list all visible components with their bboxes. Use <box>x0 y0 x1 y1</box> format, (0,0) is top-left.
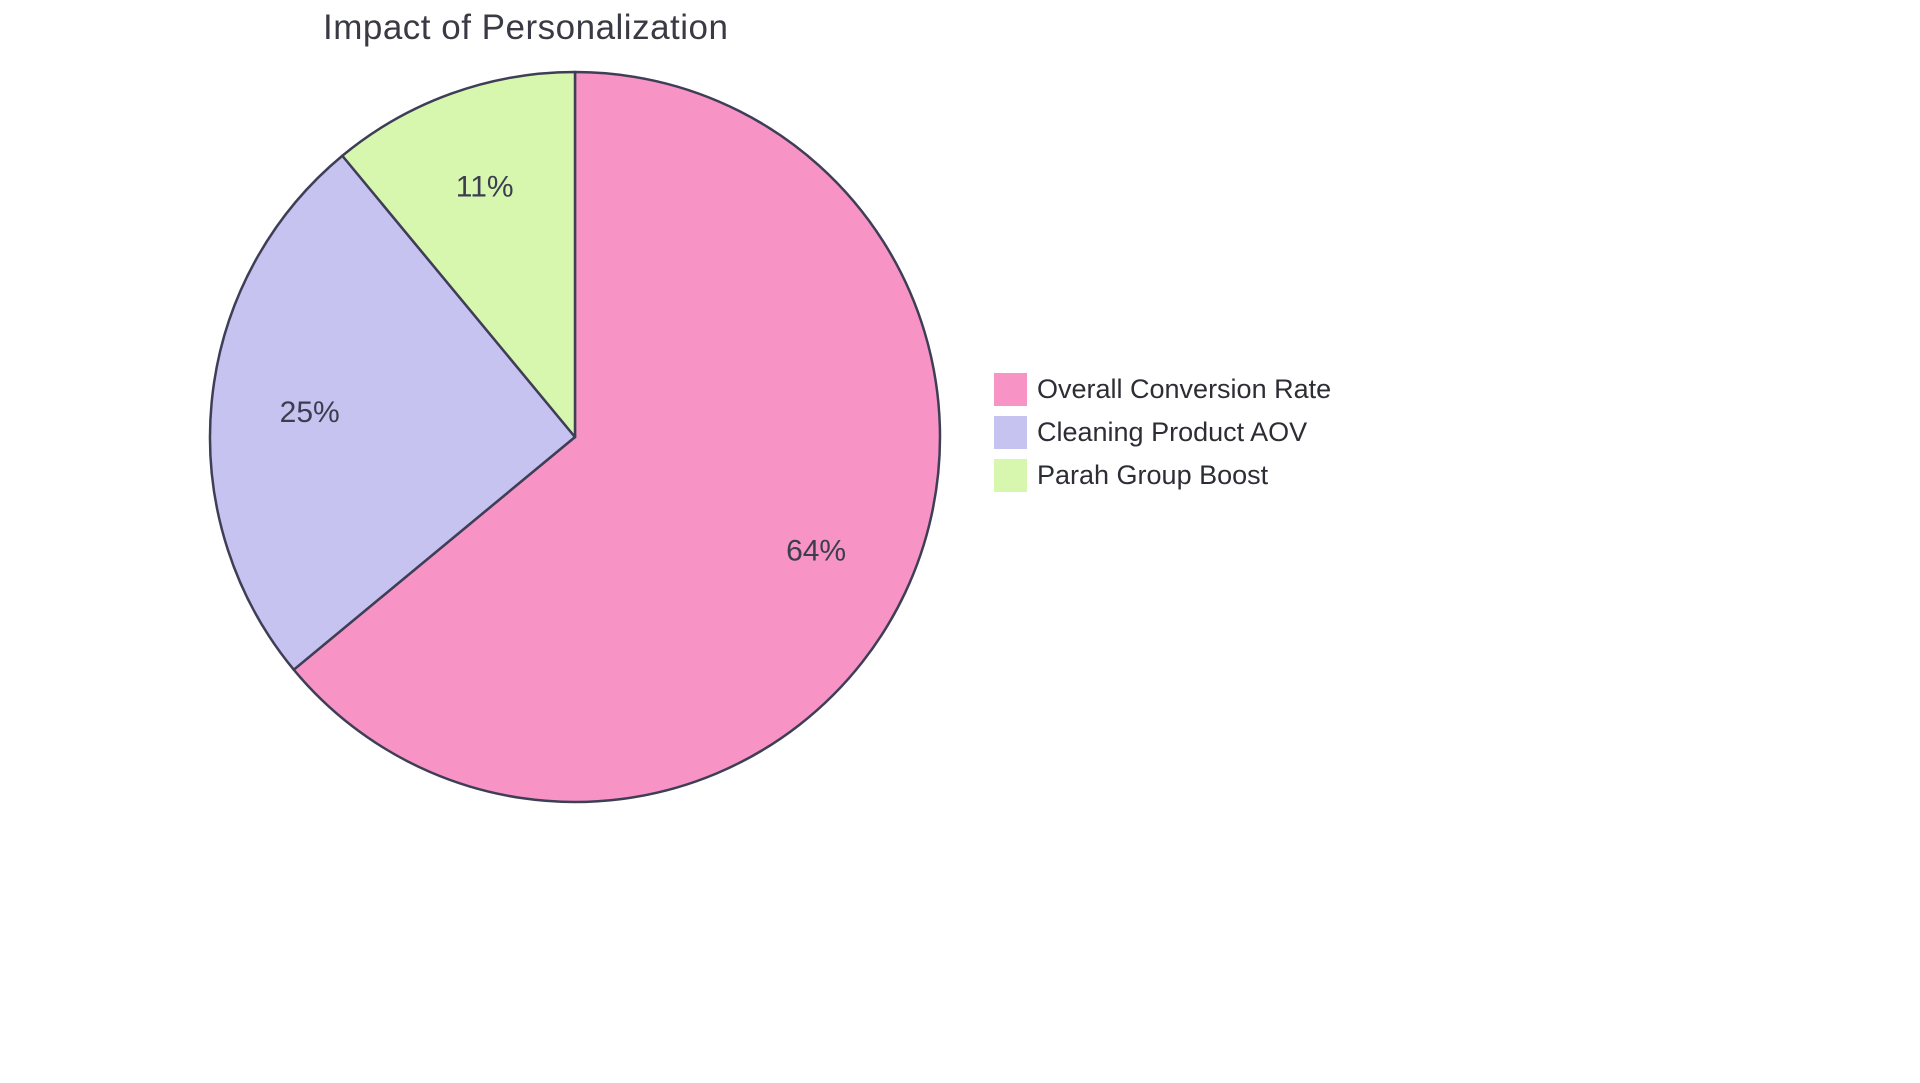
legend-item-label: Overall Conversion Rate <box>1037 374 1332 404</box>
legend-item-2: Parah Group Boost <box>994 459 1331 492</box>
legend-swatch <box>994 416 1027 449</box>
legend-item-1: Cleaning Product AOV <box>994 416 1331 449</box>
pie-slice-labels-group: 64% 25% 11% <box>280 170 846 567</box>
chart-title: Impact of Personalization <box>323 8 729 47</box>
pie-slice-label-2: 11% <box>456 170 514 203</box>
pie-slice-0 <box>292 70 942 804</box>
legend: Overall Conversion Rate Cleaning Product … <box>994 373 1331 492</box>
legend-swatch <box>994 373 1027 406</box>
pie-slice-label-0: 64% <box>786 534 846 567</box>
pie-slice-2 <box>341 70 577 439</box>
pie-slice-label-1: 25% <box>280 396 340 429</box>
pie-slice-1 <box>208 154 577 671</box>
legend-item-label: Parah Group Boost <box>1037 460 1269 490</box>
pie-slices-group <box>208 70 942 804</box>
legend-item-0: Overall Conversion Rate <box>994 373 1331 406</box>
legend-swatch <box>994 459 1027 492</box>
legend-item-label: Cleaning Product AOV <box>1037 417 1308 447</box>
